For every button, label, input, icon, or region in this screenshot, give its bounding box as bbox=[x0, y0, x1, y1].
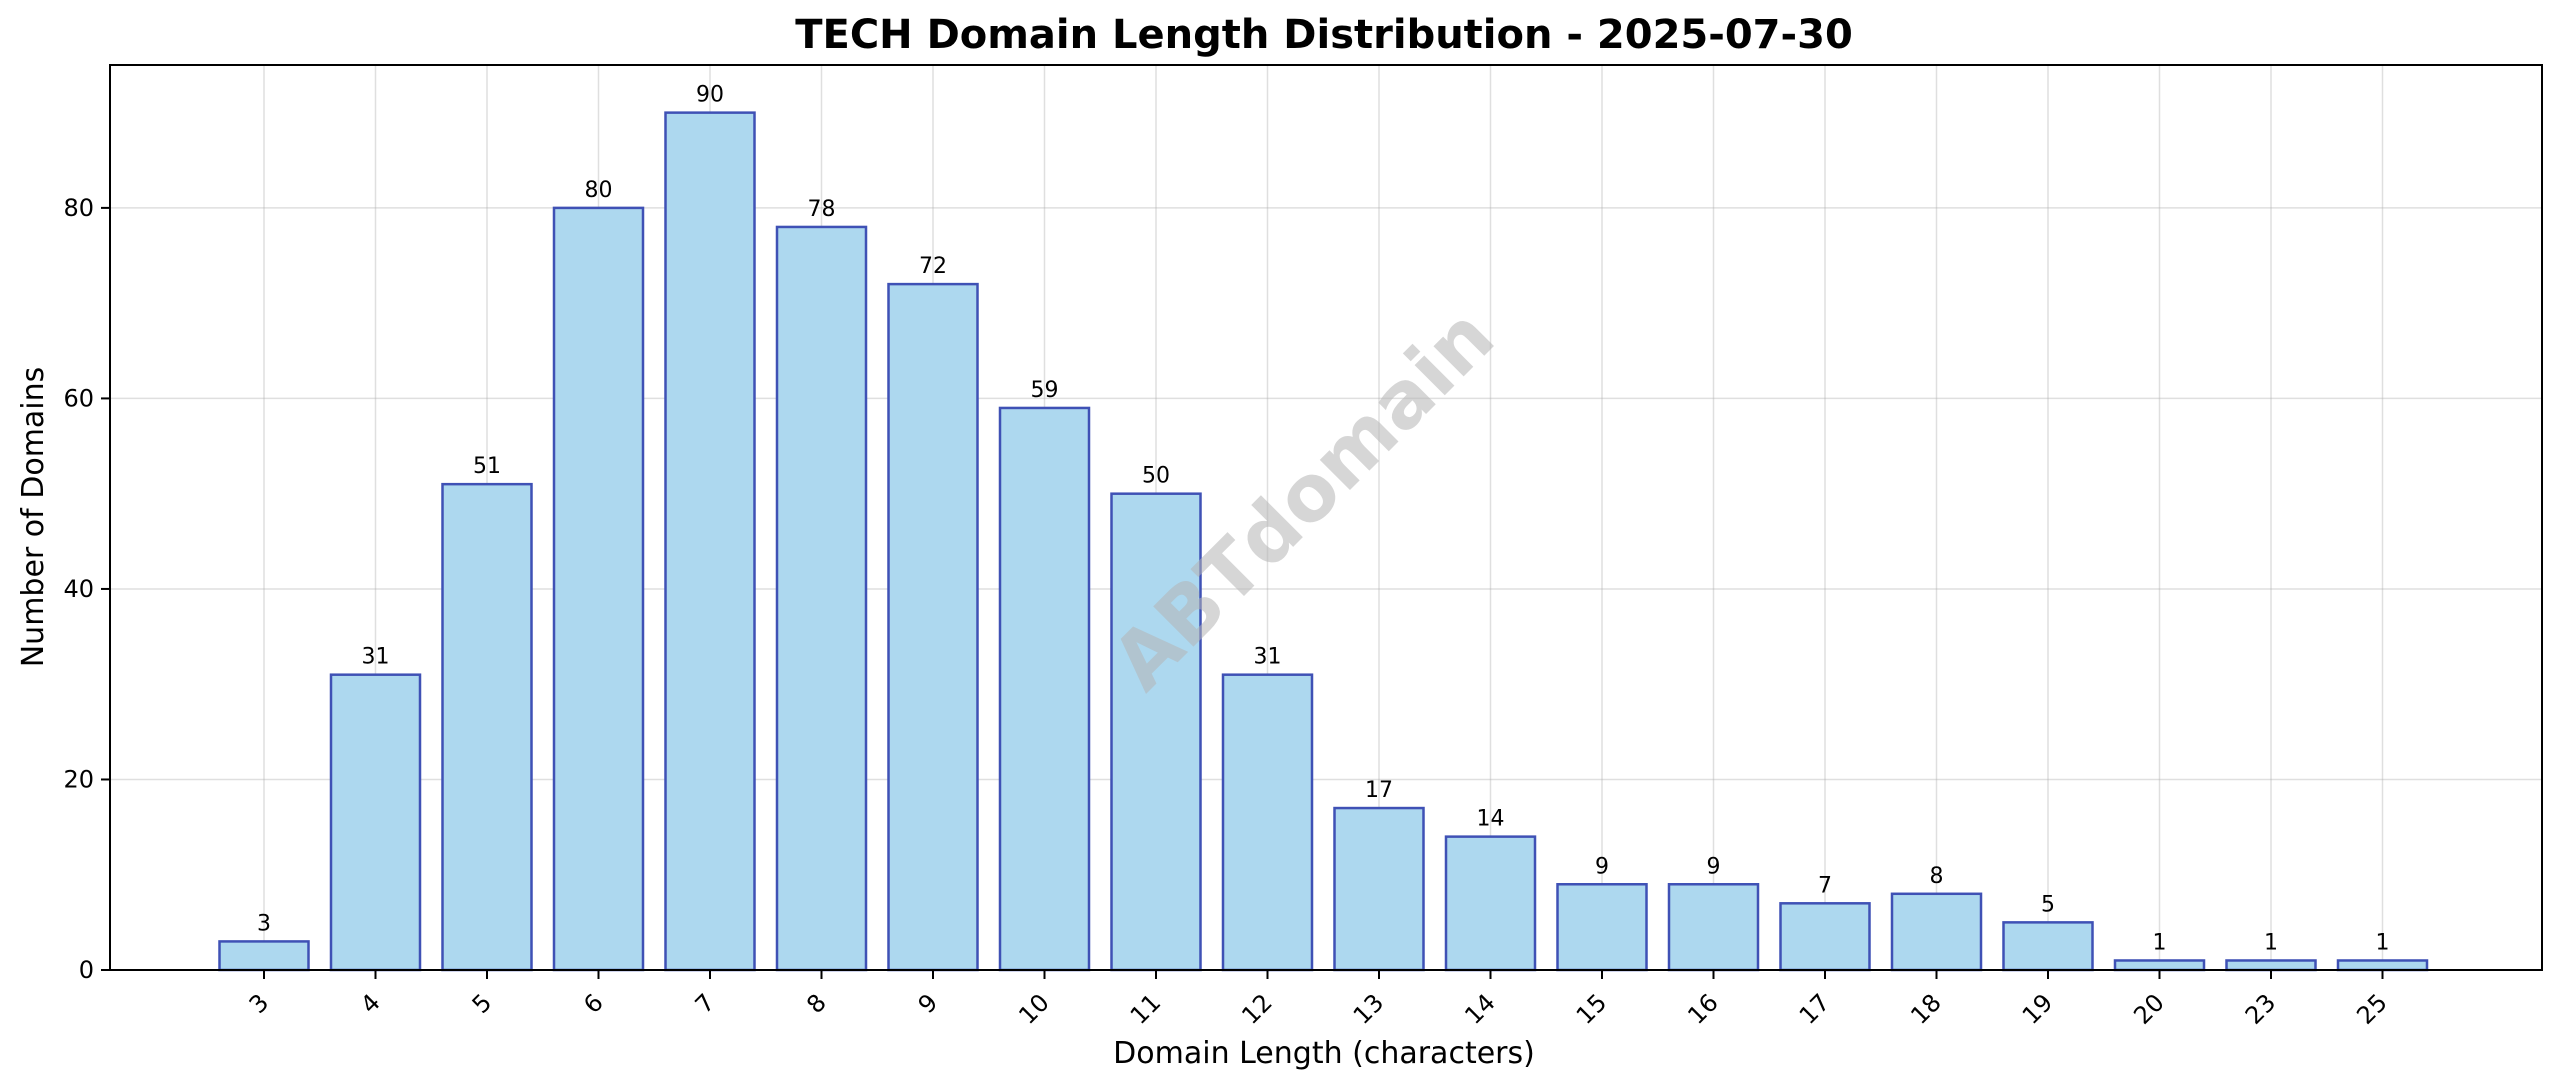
x-tick-label: 17 bbox=[1794, 988, 1835, 1029]
x-tick-label: 20 bbox=[2128, 988, 2169, 1029]
x-tick-label: 7 bbox=[690, 988, 721, 1019]
bar-value-label: 31 bbox=[1254, 645, 1282, 670]
bar-25 bbox=[2336, 959, 2429, 972]
x-axis-label: Domain Length (characters) bbox=[1113, 1036, 1535, 1071]
bar-17 bbox=[1779, 902, 1871, 972]
y-tick-label: 0 bbox=[79, 956, 94, 984]
bar-8 bbox=[775, 225, 868, 972]
bar-value-label: 31 bbox=[362, 645, 390, 670]
bar-value-label: 59 bbox=[1031, 378, 1059, 403]
bars bbox=[218, 111, 2429, 972]
bar-value-label: 9 bbox=[1707, 854, 1721, 879]
x-axis-ticks: 3 4 5 6 7 8 9 10 11 12 13 14 15 16 17 18 19 20 23 25 bbox=[244, 970, 2393, 1030]
x-tick-label: 15 bbox=[1571, 988, 1612, 1029]
bar-13 bbox=[1333, 806, 1425, 972]
bar-15 bbox=[1556, 883, 1648, 972]
x-tick-label: 9 bbox=[913, 988, 944, 1019]
bar-5 bbox=[441, 482, 533, 972]
x-tick-label: 25 bbox=[2351, 988, 2392, 1029]
x-tick-label: 11 bbox=[1125, 988, 1166, 1029]
x-tick-label: 4 bbox=[355, 988, 386, 1019]
bar-6 bbox=[552, 206, 645, 972]
x-tick-label: 23 bbox=[2240, 988, 2281, 1029]
bar-value-label: 8 bbox=[1930, 864, 1944, 889]
bar-value-label: 3 bbox=[257, 911, 271, 936]
x-tick-label: 18 bbox=[1905, 988, 1946, 1029]
y-tick-label: 80 bbox=[63, 194, 94, 222]
bar-10 bbox=[998, 406, 1091, 972]
bar-value-label: 50 bbox=[1142, 464, 1170, 489]
bar-11 bbox=[1110, 492, 1202, 972]
bar-20 bbox=[2113, 959, 2206, 972]
bar-12 bbox=[1221, 673, 1314, 972]
bar-7 bbox=[664, 111, 756, 972]
x-tick-label: 12 bbox=[1236, 988, 1277, 1029]
bar-19 bbox=[2002, 921, 2094, 972]
y-tick-label: 60 bbox=[63, 384, 94, 412]
bar-value-label: 14 bbox=[1477, 807, 1505, 832]
bar-9 bbox=[887, 282, 979, 972]
x-tick-label: 6 bbox=[578, 988, 609, 1019]
x-tick-label: 10 bbox=[1013, 988, 1054, 1029]
bar-value-label: 1 bbox=[2376, 930, 2390, 955]
bar-23 bbox=[2225, 959, 2317, 972]
x-tick-label: 14 bbox=[1459, 988, 1500, 1029]
x-tick-label: 8 bbox=[801, 988, 832, 1019]
bar-value-label: 72 bbox=[919, 254, 947, 279]
x-tick-label: 16 bbox=[1682, 988, 1723, 1029]
bar-3 bbox=[218, 940, 310, 972]
x-tick-label: 19 bbox=[2017, 988, 2058, 1029]
bar-value-label: 78 bbox=[808, 197, 836, 222]
bar-value-label: 9 bbox=[1595, 854, 1609, 879]
bar-value-label: 7 bbox=[1818, 873, 1832, 898]
bar-value-label: 17 bbox=[1365, 778, 1393, 803]
y-axis-label: Number of Domains bbox=[16, 367, 51, 668]
chart-title: TECH Domain Length Distribution - 2025-0… bbox=[795, 12, 1853, 58]
x-tick-label: 5 bbox=[467, 988, 498, 1019]
y-tick-label: 20 bbox=[63, 765, 94, 793]
x-tick-label: 13 bbox=[1348, 988, 1389, 1029]
y-axis-ticks: 0 20 40 60 80 bbox=[63, 194, 110, 984]
y-tick-label: 40 bbox=[63, 575, 94, 603]
bar-value-label: 80 bbox=[585, 178, 613, 203]
bar-18 bbox=[1890, 892, 1983, 972]
bar-14 bbox=[1444, 835, 1537, 972]
bar-16 bbox=[1667, 883, 1760, 972]
bar-value-label: 5 bbox=[2041, 892, 2055, 917]
bar-value-label: 1 bbox=[2153, 930, 2167, 955]
bar-value-label: 1 bbox=[2264, 930, 2278, 955]
bar-4 bbox=[329, 673, 422, 972]
x-tick-label: 3 bbox=[244, 988, 275, 1019]
bar-value-label: 90 bbox=[696, 83, 724, 108]
plot-frame bbox=[109, 64, 2543, 971]
bar-value-label: 51 bbox=[473, 454, 501, 479]
